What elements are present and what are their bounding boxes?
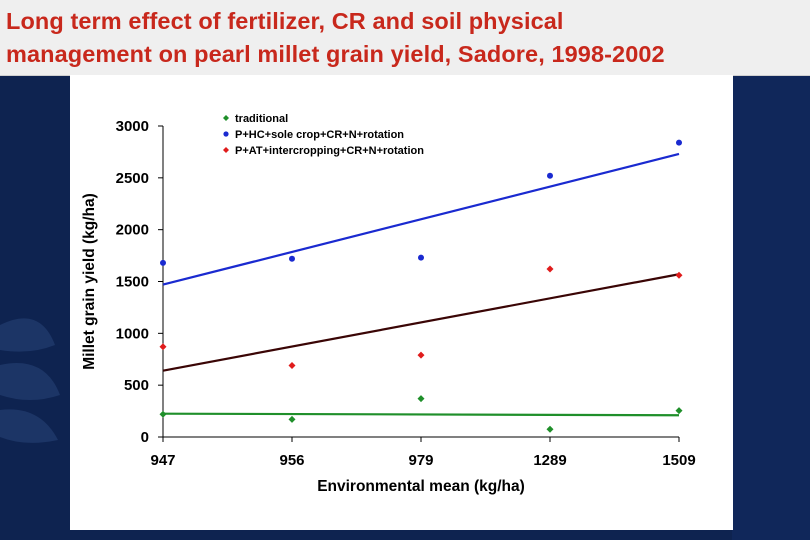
x-tick-label: 1509 — [662, 452, 695, 469]
data-point-series-2 — [418, 254, 424, 261]
background-leaf-decoration — [0, 318, 60, 443]
y-axis-title: Millet grain yield (kg/ha) — [81, 193, 98, 370]
data-points — [159, 139, 683, 433]
legend-label-series-1: traditional — [235, 113, 288, 125]
x-tick-label: 979 — [408, 452, 433, 469]
data-point-series-3 — [159, 343, 167, 351]
data-point-series-1 — [675, 407, 683, 415]
data-point-series-1 — [288, 415, 296, 423]
data-point-series-2 — [547, 172, 553, 179]
slide-title-bar: Long term effect of fertilizer, CR and s… — [0, 0, 810, 76]
legend-marker-series-1 — [223, 115, 229, 121]
trendline-series-3 — [162, 273, 680, 372]
data-point-series-1 — [417, 395, 425, 403]
chart-legend: traditional P+HC+sole crop+CR+N+rotation P… — [223, 113, 424, 157]
data-point-series-2 — [289, 255, 295, 262]
legend-label-series-2: P+HC+sole crop+CR+N+rotation — [235, 129, 404, 141]
y-tick-label: 3000 — [116, 118, 149, 135]
trendline-series-2 — [162, 152, 680, 286]
slide-title-line-1: Long term effect of fertilizer, CR and s… — [6, 8, 564, 34]
x-tick-label: 956 — [279, 452, 304, 469]
yield-scatter-chart: 0 500 1000 1500 2000 2500 3000 947 956 979 1289 150… — [81, 113, 696, 495]
y-tick-label: 2500 — [116, 170, 149, 187]
trendline-series-1 — [162, 412, 680, 417]
data-point-series-2 — [160, 259, 166, 266]
data-point-series-1 — [546, 425, 554, 433]
trendlines — [162, 152, 680, 417]
y-tick-label: 1000 — [116, 325, 149, 342]
legend-marker-series-2 — [223, 131, 229, 137]
legend-label-series-3: P+AT+intercropping+CR+N+rotation — [235, 145, 424, 157]
data-point-series-1 — [159, 410, 167, 418]
legend-marker-series-3 — [223, 147, 229, 153]
data-point-series-3 — [546, 265, 554, 273]
y-tick-label: 1500 — [116, 274, 149, 291]
chart-panel: 0 500 1000 1500 2000 2500 3000 947 956 979 1289 150… — [70, 75, 733, 530]
x-tick-label: 947 — [150, 452, 175, 469]
y-tick-label: 0 — [141, 429, 149, 446]
slide-title-line-2: management on pearl millet grain yield, … — [6, 41, 665, 67]
y-tick-label: 500 — [124, 377, 149, 394]
data-point-series-3 — [417, 351, 425, 359]
x-tick-label: 1289 — [533, 452, 566, 469]
chart-axes: 0 500 1000 1500 2000 2500 3000 947 956 979 1289 150… — [81, 118, 696, 495]
data-point-series-2 — [676, 139, 682, 146]
y-tick-label: 2000 — [116, 222, 149, 239]
x-axis-title: Environmental mean (kg/ha) — [317, 478, 525, 495]
data-point-series-3 — [675, 271, 683, 279]
background-glow-decoration — [732, 75, 810, 540]
data-point-series-3 — [288, 361, 296, 369]
